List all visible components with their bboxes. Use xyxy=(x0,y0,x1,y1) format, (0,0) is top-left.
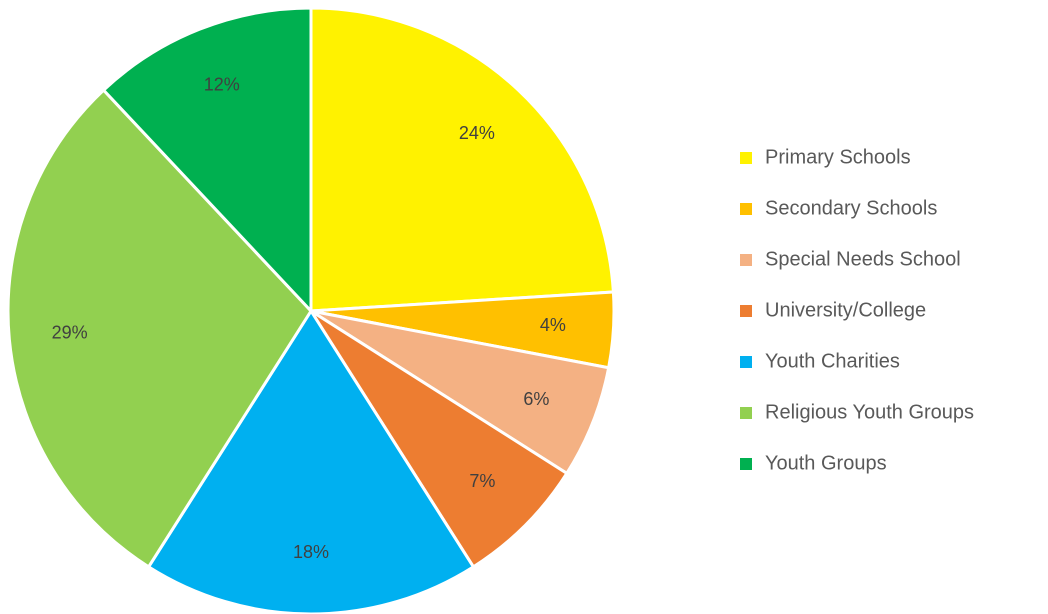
legend-label: Youth Groups xyxy=(765,452,887,474)
pie-slice xyxy=(309,6,615,313)
legend-label: Special Needs School xyxy=(765,248,961,270)
legend-label: Secondary Schools xyxy=(765,197,937,219)
legend-swatch xyxy=(740,458,752,470)
pie-slice xyxy=(101,6,313,315)
legend-swatch xyxy=(740,407,752,419)
legend-swatch xyxy=(740,254,752,266)
legend-swatch xyxy=(740,305,752,317)
data-label: 4% xyxy=(540,315,566,335)
data-label: 18% xyxy=(293,542,329,562)
data-label: 7% xyxy=(469,471,495,491)
pie-slice xyxy=(6,88,313,569)
legend-label: Religious Youth Groups xyxy=(765,401,974,423)
pie-slice xyxy=(309,309,569,569)
data-label: 12% xyxy=(204,74,240,94)
legend-label: University/College xyxy=(765,299,926,321)
legend-label: Primary Schools xyxy=(765,146,911,168)
legend-swatch xyxy=(740,356,752,368)
data-label: 6% xyxy=(523,389,549,409)
data-label: 24% xyxy=(459,123,495,143)
legend-label: Youth Charities xyxy=(765,350,900,372)
legend-swatch xyxy=(740,203,752,215)
data-label: 29% xyxy=(52,323,88,343)
legend-swatch xyxy=(740,152,752,164)
